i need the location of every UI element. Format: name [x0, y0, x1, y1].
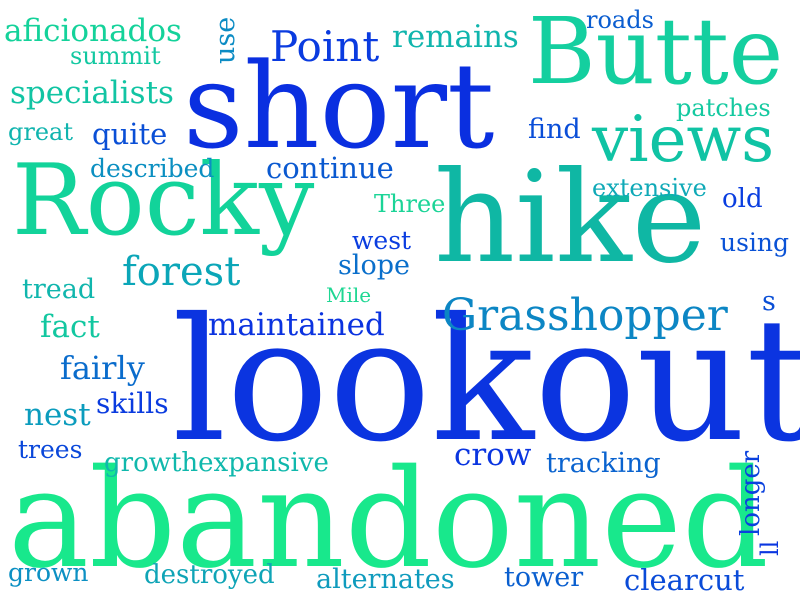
- word-described: described: [90, 154, 215, 183]
- word-tower: tower: [504, 562, 584, 593]
- word-find: find: [528, 114, 581, 145]
- word-hike: hike: [434, 144, 707, 291]
- word-skills: skills: [96, 387, 169, 420]
- word-old: old: [722, 184, 763, 214]
- word-ll: ll: [756, 540, 784, 556]
- word-point: Point: [270, 22, 380, 71]
- word-continue: continue: [266, 151, 394, 185]
- word-longer: longer: [736, 450, 766, 536]
- word-remains: remains: [392, 19, 519, 55]
- word-abandoned: abandoned: [8, 441, 769, 599]
- word-views: views: [592, 103, 775, 177]
- word-grown: grown: [8, 558, 89, 587]
- word-west: west: [352, 226, 412, 255]
- word-patches: patches: [676, 94, 771, 122]
- word-mile: Mile: [326, 283, 372, 307]
- word-rocky: Rocky: [12, 144, 315, 258]
- word-destroyed: destroyed: [144, 560, 275, 590]
- word-growthexpansive: growthexpansive: [104, 448, 329, 478]
- word-short: short: [183, 37, 495, 175]
- word-crow: crow: [454, 437, 532, 473]
- word-butte: Butte: [528, 0, 784, 105]
- word-alternates: alternates: [316, 564, 455, 595]
- word-maintained: maintained: [208, 307, 385, 343]
- word-quite: quite: [92, 117, 168, 151]
- word-nest: nest: [24, 397, 91, 433]
- word-clearcut: clearcut: [624, 563, 745, 597]
- word-three: Three: [374, 190, 446, 218]
- word-tread: tread: [22, 274, 96, 305]
- word-specialists: specialists: [10, 75, 174, 111]
- word-slope: slope: [338, 250, 411, 281]
- word-roads: roads: [586, 6, 654, 34]
- word-s: s: [762, 286, 776, 317]
- word-forest: forest: [122, 249, 241, 295]
- word-grasshopper: Grasshopper: [442, 290, 728, 341]
- word-summit: summit: [70, 42, 161, 70]
- word-fact: fact: [40, 309, 100, 345]
- word-trees: trees: [18, 435, 83, 464]
- word-great: great: [8, 118, 73, 146]
- word-using: using: [720, 228, 790, 257]
- word-aficionados: aficionados: [4, 13, 182, 49]
- word-tracking: tracking: [546, 448, 661, 479]
- word-lookout: lookout: [172, 282, 800, 480]
- word-use: use: [210, 16, 241, 64]
- word-fairly: fairly: [60, 349, 145, 387]
- word-extensive: extensive: [592, 174, 707, 202]
